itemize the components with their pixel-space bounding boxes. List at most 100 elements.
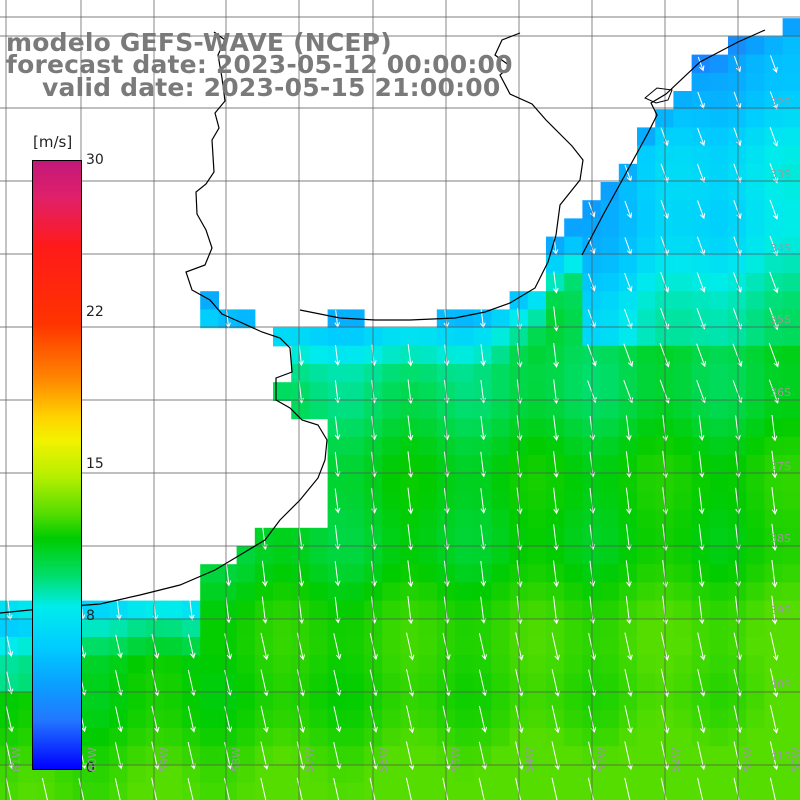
wind-speed-cell <box>655 582 674 602</box>
wind-arrow <box>625 451 632 478</box>
wind-arrow <box>405 741 415 771</box>
wind-speed-cell <box>527 382 547 401</box>
wind-speed-cell <box>345 418 365 438</box>
wind-arrow <box>771 414 778 442</box>
wind-arrow <box>406 632 415 661</box>
wind-speed-cell <box>673 218 693 238</box>
longitude-label: 56W <box>377 747 390 772</box>
wind-speed-cell <box>473 473 492 492</box>
wind-speed-cell <box>691 655 711 674</box>
wind-speed-cell <box>655 400 674 420</box>
wind-arrow <box>296 777 303 800</box>
wind-speed-cell <box>345 455 365 474</box>
wind-arrow <box>260 632 269 661</box>
wind-arrow <box>697 777 704 800</box>
wind-speed-cell <box>418 364 438 383</box>
wind-speed-cell <box>618 473 638 492</box>
wind-speed-cell <box>673 709 693 729</box>
wind-arrow <box>407 415 414 441</box>
wind-speed-cell <box>709 455 729 474</box>
wind-speed-cell <box>527 764 547 784</box>
wind-speed-cell <box>600 254 620 274</box>
wind-speed-cell <box>309 782 329 800</box>
wind-arrow <box>480 488 487 514</box>
wind-speed-cell <box>473 364 492 383</box>
wind-speed-cell <box>782 127 800 147</box>
wind-speed-cell <box>546 618 565 638</box>
wind-speed-cell <box>400 618 420 638</box>
wind-speed-cell <box>455 764 474 784</box>
wind-speed-cell <box>473 691 492 711</box>
wind-speed-cell <box>782 455 800 474</box>
wind-arrow <box>480 560 487 587</box>
wind-speed-cell <box>382 655 401 674</box>
wind-speed-cell <box>254 618 274 638</box>
wind-speed-cell <box>782 655 800 674</box>
wind-speed-cell <box>364 728 383 747</box>
wind-arrow <box>697 669 706 697</box>
wind-speed-cell <box>382 546 401 565</box>
wind-speed-cell <box>382 746 401 765</box>
wind-speed-cell <box>127 782 147 800</box>
wind-arrow <box>5 706 14 733</box>
wind-speed-cell <box>327 618 347 638</box>
wind-speed-cell <box>564 254 583 274</box>
wind-speed-cell <box>655 182 674 201</box>
wind-speed-cell <box>273 673 292 693</box>
wind-speed-cell <box>709 527 729 547</box>
wind-speed-cell <box>18 782 37 800</box>
latitude-label: 41S <box>770 750 791 763</box>
wind-speed-cell <box>364 400 383 420</box>
wind-arrow <box>115 706 123 733</box>
wind-speed-cell <box>691 327 711 347</box>
wind-speed-cell <box>728 655 747 674</box>
wind-speed-cell <box>455 491 474 511</box>
wind-speed-cell <box>782 473 800 492</box>
wind-speed-cell <box>145 655 165 674</box>
wind-speed-cell <box>764 691 784 711</box>
wind-speed-cell <box>418 491 438 511</box>
wind-speed-cell <box>782 764 800 784</box>
wind-speed-cell <box>618 254 638 274</box>
wind-speed-cell <box>291 327 310 347</box>
wind-speed-cell <box>746 618 765 638</box>
wind-speed-cell <box>491 527 511 547</box>
river-mouth-outline <box>644 87 673 104</box>
wind-speed-cell <box>637 782 656 800</box>
wind-speed-cell <box>491 782 511 800</box>
wind-speed-cell <box>709 673 729 693</box>
wind-speed-cell <box>345 491 365 511</box>
wind-arrow <box>698 524 705 551</box>
wind-speed-cell <box>382 345 401 365</box>
wind-speed-cell <box>0 764 19 784</box>
wind-speed-cell <box>637 582 656 602</box>
wind-speed-cell <box>746 709 765 729</box>
wind-speed-cell <box>455 327 474 347</box>
wind-arrow <box>624 777 631 800</box>
wind-arrow <box>589 596 596 624</box>
colorbar-tick: 0 <box>86 760 95 776</box>
wind-speed-cell <box>473 728 492 747</box>
wind-speed-cell <box>418 455 438 474</box>
wind-speed-cell <box>327 764 347 784</box>
wind-speed-cell <box>709 400 729 420</box>
wind-speed-cell <box>673 163 693 183</box>
wind-speed-cell <box>400 546 420 565</box>
wind-speed-cell <box>236 691 256 711</box>
wind-speed-cell <box>673 455 693 474</box>
wind-speed-cell <box>564 746 583 765</box>
wind-speed-cell <box>455 436 474 456</box>
wind-speed-cell <box>127 764 147 784</box>
wind-speed-cell <box>709 109 729 128</box>
wind-speed-cell <box>527 655 547 674</box>
wind-arrow <box>733 55 742 73</box>
wind-arrow <box>553 524 559 551</box>
wind-speed-cell <box>600 400 620 420</box>
wind-speed-cell <box>691 182 711 201</box>
wind-speed-cell <box>564 491 583 511</box>
wind-arrow <box>296 632 306 661</box>
wind-arrow <box>407 487 414 515</box>
wind-arrow <box>589 415 596 441</box>
wind-speed-cell <box>746 418 765 438</box>
wind-arrow <box>478 777 485 800</box>
